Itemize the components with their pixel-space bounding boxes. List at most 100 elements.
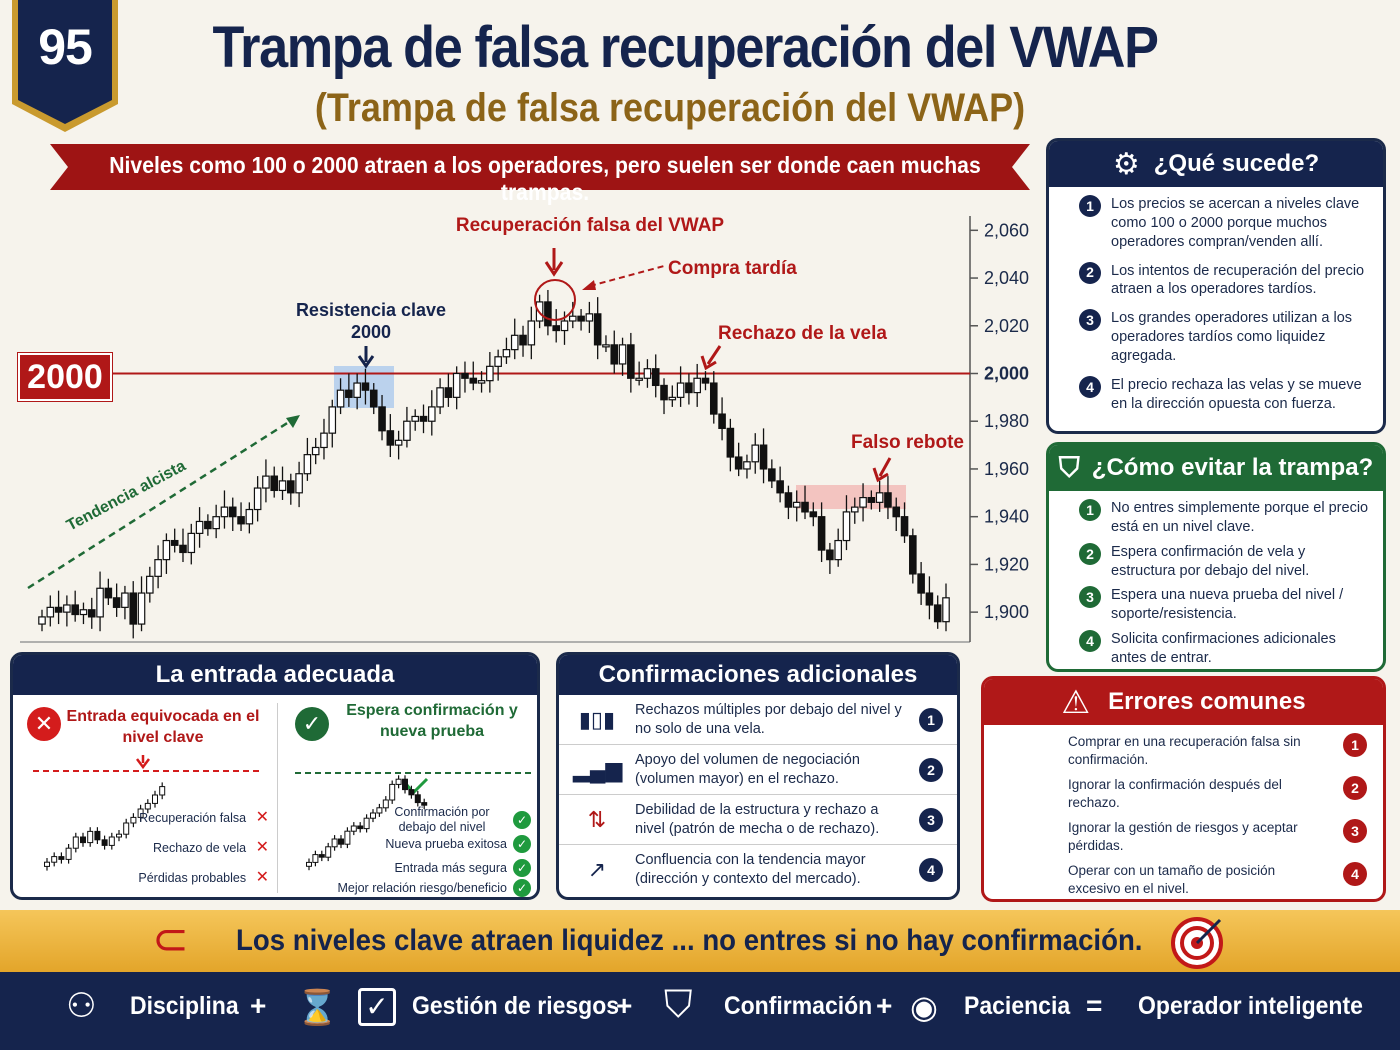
- what-happens-title: ¿Qué sucede?: [1153, 150, 1320, 177]
- y-tick-label: 2,020: [984, 316, 1029, 336]
- candle: [179, 528, 187, 563]
- right-entry-item: Entrada más segura ✓: [329, 859, 531, 877]
- right-entry-item-text: Nueva prueba exitosa: [385, 836, 507, 851]
- candle: [154, 545, 162, 589]
- candle: [369, 383, 378, 415]
- candle: [925, 576, 934, 620]
- list-item-text: Espera una nueva prueba del nivel / sopo…: [1111, 587, 1344, 623]
- candle: [602, 335, 610, 353]
- y-tick-label: 1,940: [984, 507, 1029, 527]
- candle: [87, 597, 96, 629]
- step-number: 1: [1079, 195, 1101, 217]
- mini-candle: [123, 818, 130, 839]
- shield-check-icon: ⛉: [1058, 451, 1080, 483]
- mini-candle: [306, 858, 312, 871]
- candle: [759, 428, 768, 484]
- candle: [809, 502, 818, 527]
- candle: [228, 497, 237, 531]
- candle: [403, 406, 411, 448]
- false-bounce-label: Falso rebote: [851, 432, 964, 453]
- step-number: 4: [1079, 630, 1101, 653]
- y-tick-label: 1,900: [984, 602, 1029, 622]
- mini-candle: [116, 830, 122, 842]
- candle: [204, 514, 212, 536]
- candle: [593, 297, 602, 360]
- error-text: Operar con un tamaño de posición excesiv…: [1068, 863, 1276, 896]
- check-circle-icon: ✓: [513, 811, 531, 829]
- candle: [452, 366, 461, 410]
- mini-candle: [408, 785, 415, 799]
- check-circle-icon: ✓: [513, 835, 531, 853]
- right-check-icon: ✓: [295, 707, 329, 741]
- list-item: 1 Los precios se acercan a niveles clave …: [1079, 195, 1371, 252]
- candle: [253, 476, 262, 522]
- list-item: 2 Espera confirmación de vela y estructur…: [1079, 542, 1371, 581]
- mini-candle: [58, 852, 65, 864]
- error-text: Comprar en una recuperación falsa sin co…: [1068, 734, 1301, 767]
- candle: [627, 332, 635, 393]
- candle: [834, 528, 842, 567]
- wrong-entry-item: Rechazo de vela ✕: [109, 837, 269, 857]
- mini-candle: [376, 803, 383, 817]
- error-number: 1: [1343, 733, 1367, 757]
- candle: [71, 590, 79, 622]
- candle: [187, 523, 196, 565]
- avoid-header: ⛉ ¿Cómo evitar la trampa?: [1049, 445, 1383, 491]
- mini-candle: [72, 832, 79, 853]
- error-number: 4: [1343, 862, 1367, 887]
- confirmations-title: Confirmaciones adicionales: [598, 661, 918, 688]
- candle: [79, 602, 88, 625]
- step-number: 1: [1079, 499, 1101, 521]
- confirmations-panel: Confirmaciones adicionales ▮▯▮ Rechazos m…: [556, 652, 960, 900]
- mini-candle: [312, 850, 319, 867]
- confirmation-text: Rechazos múltiples por debajo del nivel …: [635, 701, 902, 737]
- candle: [328, 399, 337, 448]
- candle: [112, 583, 121, 617]
- check-circle-icon: ✓: [513, 879, 531, 897]
- mini-candle: [344, 827, 351, 849]
- error-item: Operar con un tamaño de posición excesiv…: [1068, 862, 1367, 897]
- confirmation-item: ▮▯▮ Rechazos múltiples por debajo del niv…: [559, 695, 957, 745]
- candle: [378, 394, 386, 441]
- candle: [320, 418, 328, 460]
- candle: [270, 466, 279, 498]
- mini-candle: [389, 780, 396, 804]
- candle: [527, 306, 536, 360]
- candle: [237, 502, 245, 531]
- candle: [96, 571, 104, 632]
- what-happens-panel: ⚙ ¿Qué sucede? 1 Los precios se acercan a…: [1046, 138, 1386, 434]
- list-item-text: Los grandes operadores utilizan a los op…: [1111, 310, 1353, 364]
- error-number: 2: [1343, 776, 1367, 801]
- y-tick-label: 2,000: [984, 364, 1029, 384]
- candle: [336, 378, 345, 415]
- candle: [54, 590, 63, 625]
- wrong-entry-item-text: Recuperación falsa: [139, 811, 247, 825]
- wrong-entry-item-text: Rechazo de vela: [152, 841, 247, 855]
- candle: [676, 366, 685, 407]
- candle: [635, 361, 643, 386]
- magnet-icon: ⊂: [152, 915, 189, 964]
- mini-candle: [382, 796, 389, 812]
- eye-icon: ◉: [910, 989, 938, 1025]
- uptrend-label: Tendencia alcista: [64, 457, 189, 534]
- candle: [444, 373, 453, 407]
- candle: [768, 459, 776, 489]
- candle: [419, 404, 428, 434]
- candle: [792, 490, 801, 522]
- y-tick-label: 2,060: [984, 220, 1029, 240]
- candle: [801, 485, 809, 520]
- right-entry-item-text: Entrada más segura: [394, 860, 507, 875]
- list-item-text: No entres simplemente porque el precio e…: [1111, 500, 1369, 535]
- candle: [884, 476, 892, 520]
- uptrend-arrow: [27, 418, 293, 590]
- footer-banner: [0, 910, 1400, 972]
- list-item: 2 Los intentos de recuperación del precio…: [1079, 261, 1371, 300]
- candle: [544, 289, 552, 336]
- candle: [394, 430, 403, 460]
- candle: [129, 581, 138, 639]
- shield-icon: ⛉: [664, 984, 693, 1026]
- candle: [826, 542, 834, 574]
- confirmation-item: ↗ Confluencia con la tendencia mayor (dir…: [559, 845, 957, 895]
- list-item: 3 Los grandes operadores utilizan a los o…: [1079, 309, 1371, 366]
- mini-candle: [44, 858, 50, 871]
